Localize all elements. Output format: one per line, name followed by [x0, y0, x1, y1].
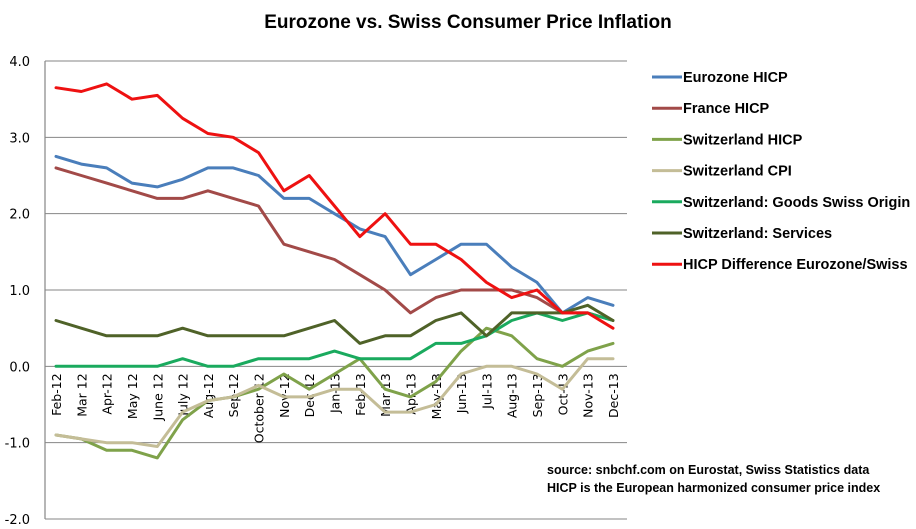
- series-line-eurozone-hicp: [54, 154, 615, 315]
- series-line-hicp-difference-eurozone-swiss: [54, 82, 615, 330]
- x-tick-label: Apr-12: [100, 373, 115, 414]
- x-axis-ticks: Feb-12 Mar 12 Apr-12 May 12 June 12 July 12 Au…: [49, 373, 621, 443]
- legend: Eurozone HICP France HICP Switzerland HICP…: [652, 70, 910, 273]
- y-tick-label: 1.0: [9, 284, 30, 299]
- legend-label: Switzerland: Services: [683, 226, 832, 242]
- x-tick-label: Mar 13: [378, 373, 393, 416]
- legend-label: Eurozone HICP: [683, 70, 788, 86]
- x-tick-label: October 12: [252, 373, 267, 443]
- legend-item-switzerland-services: Switzerland: Services: [652, 226, 832, 242]
- x-tick-label: Apr-13: [403, 373, 418, 414]
- series-line-switzerland-services: [54, 303, 615, 345]
- legend-item-hicp-difference-eurozone-swiss: HICP Difference Eurozone/Swiss: [652, 257, 908, 273]
- legend-item-switzerland-cpi: Switzerland CPI: [652, 164, 792, 180]
- legend-item-switzerland-goods-swiss-origin: Switzerland: Goods Swiss Origin: [652, 195, 910, 211]
- legend-label: Switzerland: Goods Swiss Origin: [683, 195, 910, 211]
- series-lines: [54, 82, 615, 460]
- y-tick-label: -2.0: [5, 513, 30, 528]
- x-tick-label: May 12: [125, 373, 140, 419]
- x-tick-label: Aug-13: [505, 373, 520, 418]
- x-tick-label: June 12: [150, 373, 165, 421]
- x-tick-label: Jan-13: [328, 373, 343, 414]
- x-tick-label: Aug-12: [201, 373, 216, 418]
- legend-label: Switzerland CPI: [683, 164, 792, 180]
- source-note: source: snbchf.com on Eurostat, Swiss St…: [547, 463, 870, 477]
- x-tick-label: July 12: [176, 373, 191, 416]
- series-line-switzerland-cpi: [54, 357, 615, 448]
- y-tick-label: 2.0: [9, 208, 30, 223]
- x-tick-label: Feb-13: [353, 373, 368, 416]
- x-tick-label: Feb-12: [49, 373, 64, 416]
- x-tick-label: Dec-13: [606, 373, 621, 418]
- legend-label: Switzerland HICP: [683, 132, 803, 148]
- x-tick-label: Jul-13: [479, 373, 494, 410]
- series-line-switzerland-goods-swiss-origin: [54, 311, 615, 368]
- legend-item-eurozone-hicp: Eurozone HICP: [652, 70, 788, 86]
- x-tick-label: Oct-13: [555, 373, 570, 415]
- series-line-switzerland-hicp: [54, 326, 615, 460]
- y-tick-label: 3.0: [9, 131, 30, 146]
- series-line-france-hicp: [54, 166, 615, 322]
- chart-title: Eurozone vs. Swiss Consumer Price Inflat…: [264, 12, 672, 33]
- hicp-definition-note: HICP is the European harmonized consumer…: [547, 481, 880, 495]
- y-tick-label: 4.0: [9, 55, 30, 70]
- x-tick-label: Nov-13: [581, 373, 596, 417]
- y-tick-label: 0.0: [9, 360, 30, 375]
- legend-item-switzerland-hicp: Switzerland HICP: [652, 132, 803, 148]
- y-axis-ticks: 4.0 3.0 2.0 1.0 0.0 -1.0 -2.0: [5, 55, 30, 528]
- x-tick-label: Sep-13: [530, 373, 545, 417]
- y-tick-label: -1.0: [5, 437, 30, 452]
- legend-label: HICP Difference Eurozone/Swiss: [683, 257, 908, 273]
- legend-label: France HICP: [683, 101, 770, 117]
- legend-item-france-hicp: France HICP: [652, 101, 770, 117]
- x-tick-label: Jun-13: [454, 373, 469, 414]
- x-tick-label: Mar 12: [74, 373, 89, 416]
